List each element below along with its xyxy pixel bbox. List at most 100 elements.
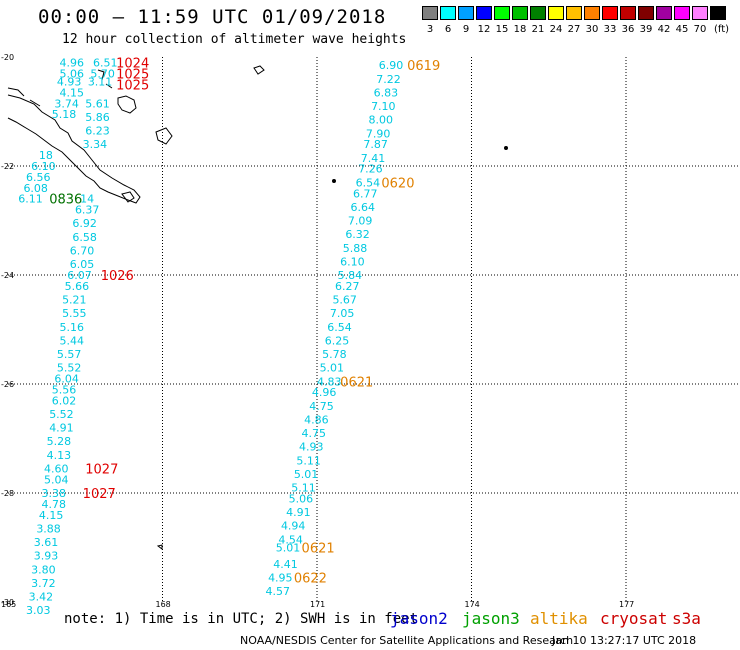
lat-tick-label: -24 xyxy=(1,271,14,280)
swh-value: 7.22 xyxy=(376,73,401,86)
swh-value: 4.96 xyxy=(60,56,85,69)
swh-value: 4.41 xyxy=(273,558,298,571)
satellite-name: altika xyxy=(530,609,588,628)
pass-time-label: 1027 xyxy=(85,462,118,477)
swh-value: 6.23 xyxy=(85,125,110,138)
swh-value: 4.60 xyxy=(44,462,69,475)
swh-value: 6.70 xyxy=(70,244,95,257)
swh-value: 7.05 xyxy=(330,307,355,320)
swh-value: 5.01 xyxy=(320,362,345,375)
swh-value: 4.75 xyxy=(309,400,334,413)
swh-value: 3.03 xyxy=(26,604,51,617)
legend-label: 24 xyxy=(549,24,563,35)
legend-swatch xyxy=(512,6,528,20)
legend-label: 70 xyxy=(693,24,707,35)
swh-value: 4.94 xyxy=(281,520,306,533)
legend-label: 36 xyxy=(621,24,635,35)
pass-time-label: 0621 xyxy=(340,375,373,390)
legend-swatch xyxy=(566,6,582,20)
legend-swatch xyxy=(476,6,492,20)
pass-time-label: 0621 xyxy=(302,542,335,557)
swh-value: 6.11 xyxy=(18,193,43,206)
swh-value: 4.83 xyxy=(317,375,342,388)
legend-label: 18 xyxy=(513,24,527,35)
swh-value: 4.54 xyxy=(278,533,303,546)
satellite-name: cryosat xyxy=(600,609,668,628)
legend-label: 39 xyxy=(639,24,653,35)
swh-value: 4.75 xyxy=(302,427,327,440)
legend-label: 3 xyxy=(426,24,434,35)
swh-value: 5.78 xyxy=(322,348,347,361)
pass-time-label: 0836 xyxy=(49,193,82,208)
legend-label: 30 xyxy=(585,24,599,35)
lat-tick-label: -20 xyxy=(1,53,14,62)
swh-value: 5.06 xyxy=(289,492,314,505)
lat-tick-label: -22 xyxy=(1,162,14,171)
pass-time-label: 1025 xyxy=(116,78,149,93)
altimeter-tracks: 4.96 6.515.06 5.704.93 3.114.153.74 5.615.18… xyxy=(18,56,403,617)
swh-value: 5.04 xyxy=(44,473,69,486)
swh-value: 5.66 xyxy=(65,280,90,293)
swh-value: 4.91 xyxy=(49,422,73,435)
legend-swatch xyxy=(620,6,636,20)
swh-value: 6.83 xyxy=(374,86,399,99)
swh-value: 6.07 xyxy=(67,269,92,282)
swh-value: 18 xyxy=(39,149,53,162)
legend-swatch xyxy=(548,6,564,20)
legend-swatch xyxy=(674,6,690,20)
loyalty-island-ouvea xyxy=(97,69,113,89)
swh-value: 8.00 xyxy=(369,114,394,127)
swh-value: 6.04 xyxy=(54,373,79,386)
swh-value: 6.25 xyxy=(325,334,350,347)
swh-value: 5.44 xyxy=(60,334,85,347)
swh-value: 3.61 xyxy=(34,536,59,549)
swh-value: 7.87 xyxy=(363,138,388,151)
swh-value: 3.74 xyxy=(54,97,79,110)
swh-value: 5.56 xyxy=(52,383,77,396)
swh-value: 6.51 xyxy=(93,56,118,69)
lat-tick-label: -30 xyxy=(1,598,14,607)
swh-value: 4.91 xyxy=(286,506,311,519)
lat-tick-label: -28 xyxy=(1,489,14,498)
legend-swatch xyxy=(584,6,600,20)
swh-value: 6.56 xyxy=(26,171,51,184)
swh-value: 7.41 xyxy=(361,152,386,165)
legend-swatch xyxy=(710,6,726,20)
swh-value: 7.09 xyxy=(348,215,373,228)
small-island-b xyxy=(156,544,163,550)
swh-value: 3.88 xyxy=(36,522,61,535)
legend-swatch xyxy=(638,6,654,20)
swh-value: 7.10 xyxy=(371,100,396,113)
pass-time-label: 0620 xyxy=(381,176,414,191)
isle-of-pines xyxy=(121,191,135,203)
legend-swatch xyxy=(602,6,618,20)
page-subtitle: 12 hour collection of altimeter wave hei… xyxy=(62,32,407,47)
credit-line: NOAA/NESDIS Center for Satellite Applica… xyxy=(240,634,574,647)
swh-value: 5.57 xyxy=(57,348,82,361)
swh-value: 5.18 xyxy=(52,108,77,121)
swh-value: 5.06 xyxy=(60,67,85,80)
swh-value: 4.96 xyxy=(312,386,337,399)
swh-value: 5.16 xyxy=(60,321,85,334)
swh-value: 6.05 xyxy=(70,258,95,271)
satellite-name: s3a xyxy=(672,609,701,628)
lon-tick-label: 171 xyxy=(310,600,325,609)
lon-tick-label: 165 xyxy=(1,600,16,609)
swh-value: 5.86 xyxy=(85,111,110,124)
swh-value: 6.32 xyxy=(345,228,370,241)
swh-value: 3.34 xyxy=(83,138,108,151)
swh-value: 5.61 xyxy=(85,97,110,110)
small-island-c xyxy=(504,146,508,150)
swh-value: 3.72 xyxy=(31,577,56,590)
swh-value: 6.90 xyxy=(379,59,404,72)
pass-time-label: 1025 xyxy=(116,67,149,82)
swh-value: 14 xyxy=(80,193,94,206)
swh-value: 6.77 xyxy=(353,187,378,200)
legend-swatch xyxy=(440,6,456,20)
swh-value: 5.84 xyxy=(338,269,363,282)
satellite-name: jason3 xyxy=(462,609,520,628)
legend-label: 9 xyxy=(462,24,470,35)
swh-value: 5.70 xyxy=(90,67,115,80)
swh-value: 4.95 xyxy=(268,571,293,584)
